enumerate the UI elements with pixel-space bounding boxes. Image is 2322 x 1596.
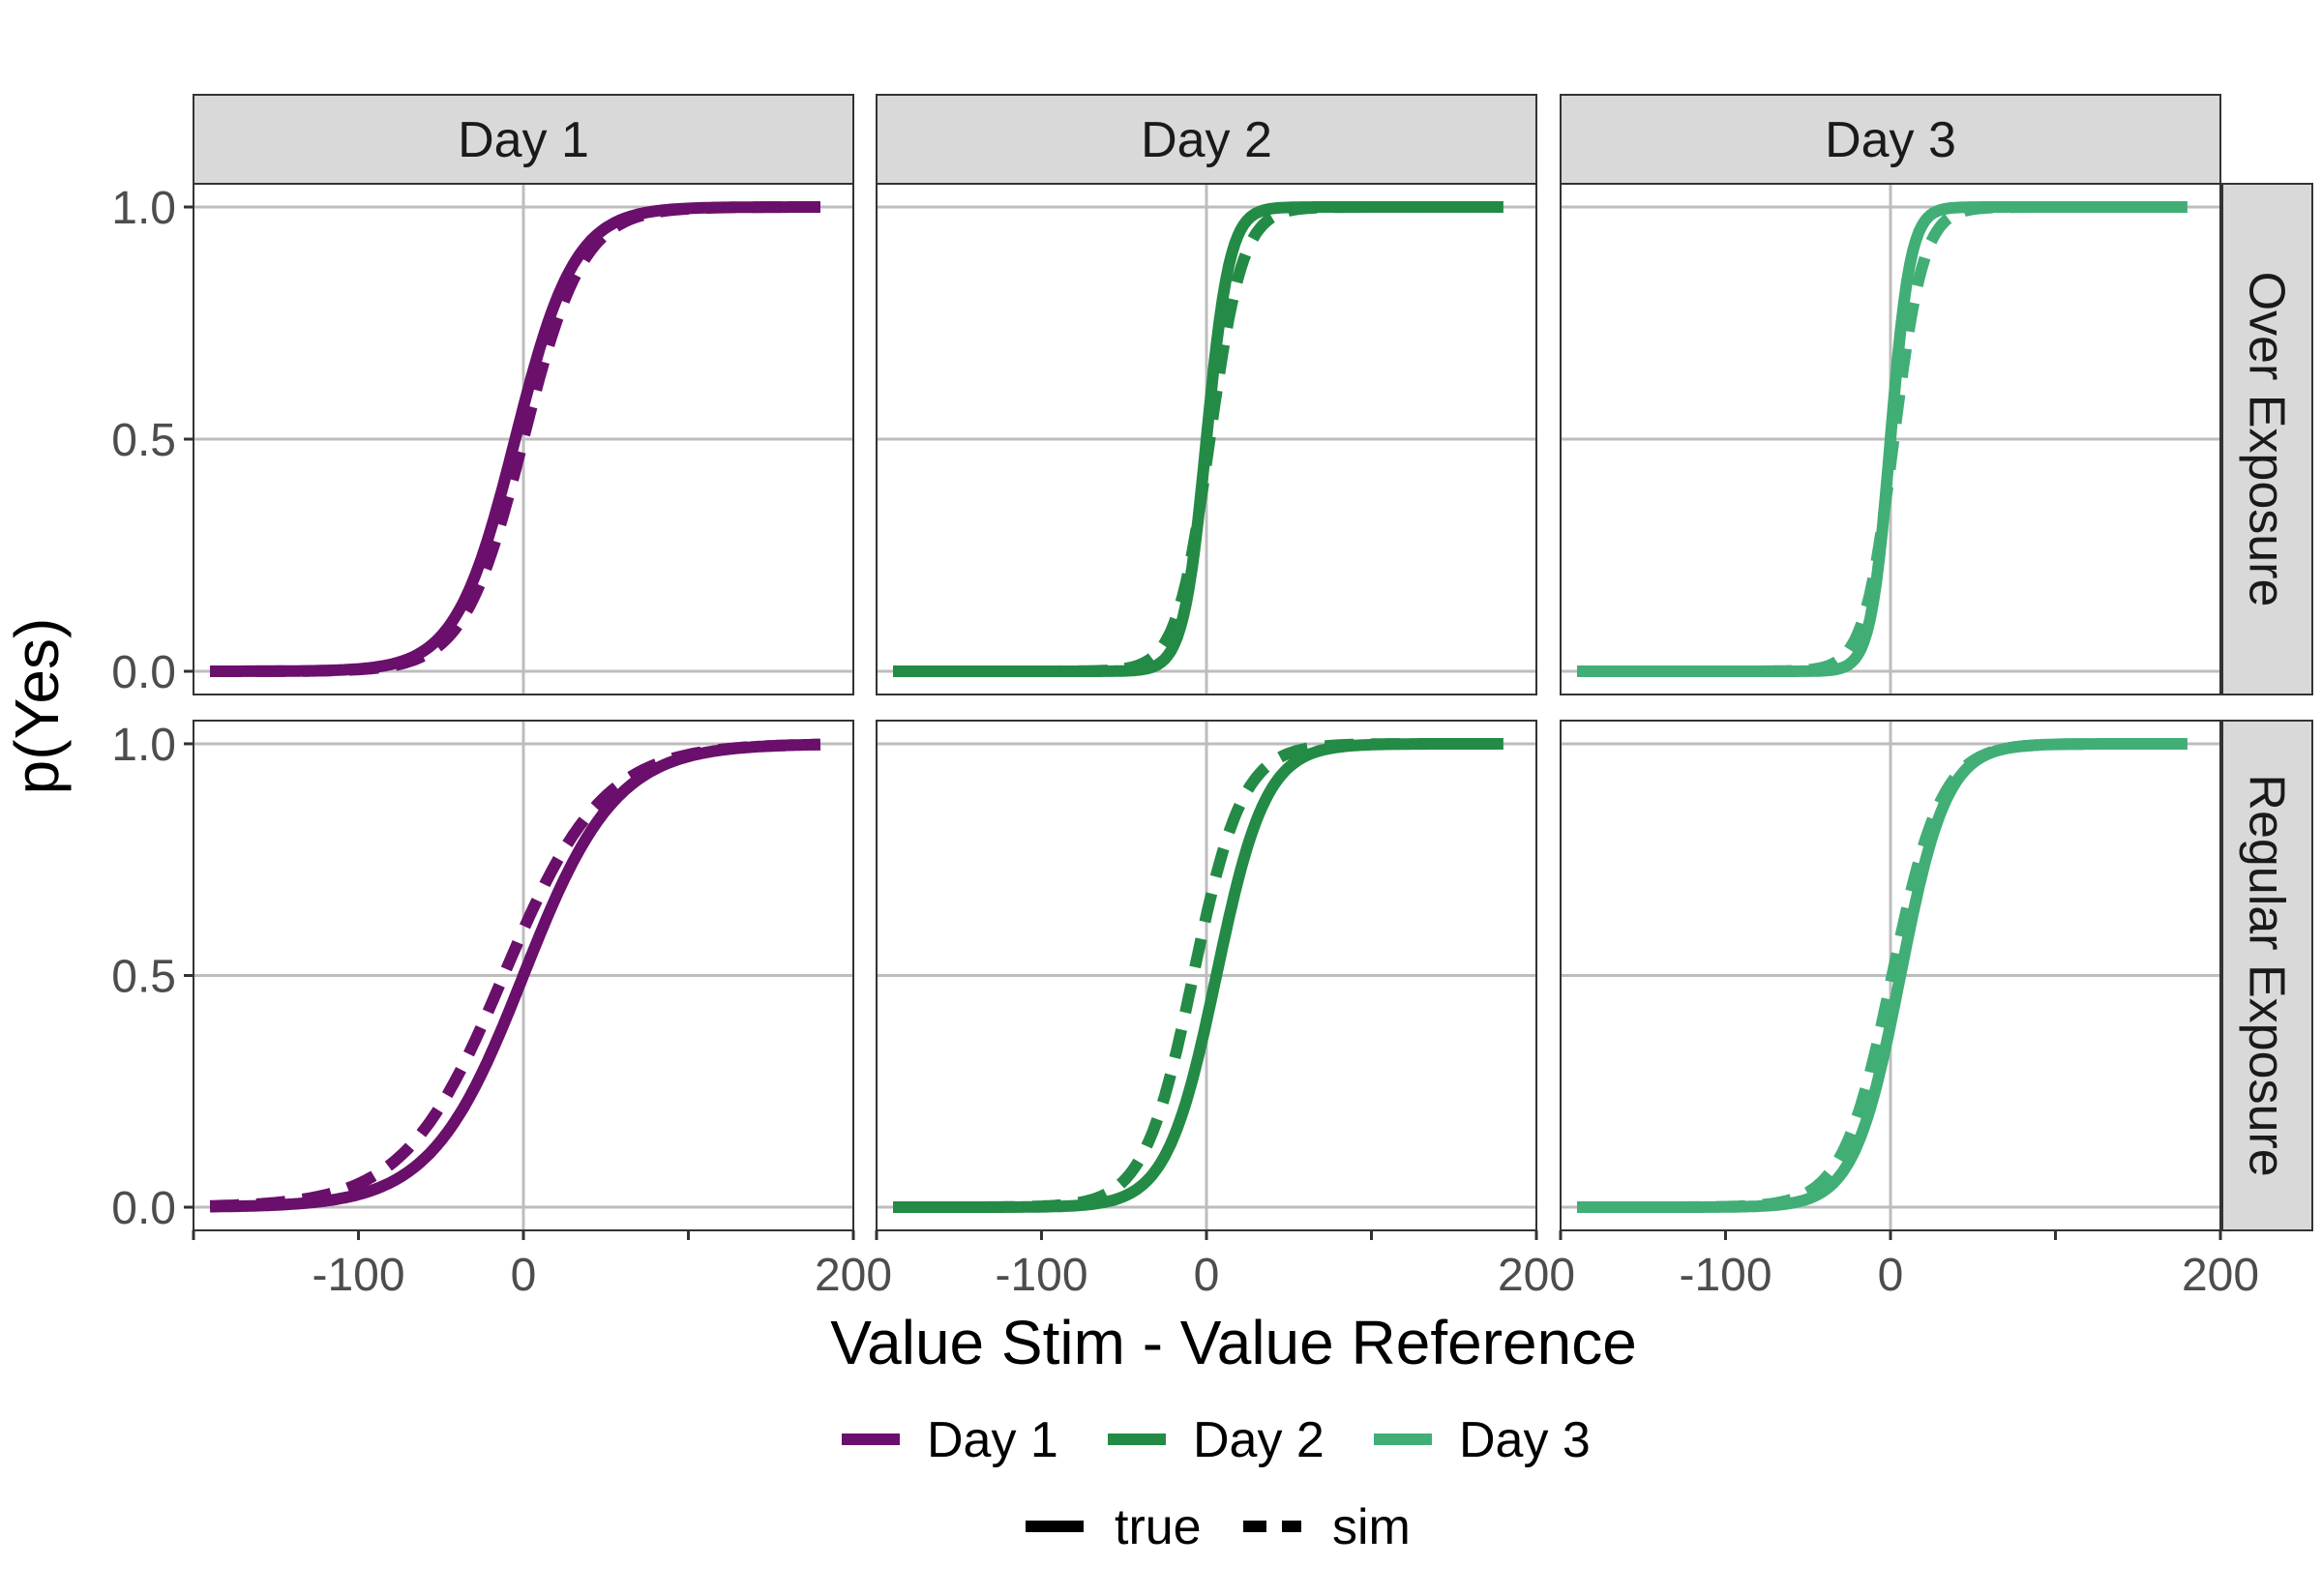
x-tick-label: 200 xyxy=(1498,1250,1575,1301)
panel xyxy=(876,720,1537,1231)
series-line-sim xyxy=(1577,738,2188,1213)
legend-entry-linetype: sim xyxy=(1243,1499,1411,1555)
column-strip-label: Day 1 xyxy=(458,112,589,168)
series-line-sim xyxy=(893,738,1503,1213)
series-line-sim xyxy=(893,201,1503,677)
series-line-sim xyxy=(210,201,820,677)
x-tick-label: 0 xyxy=(1878,1250,1904,1301)
y-tick-label: 0.0 xyxy=(111,1183,176,1234)
column-strip: Day 2 xyxy=(876,94,1537,185)
y-tick-label: 0.5 xyxy=(111,952,176,1003)
row-strip-label: Over Exposure xyxy=(2239,272,2295,607)
x-tick-label: 200 xyxy=(815,1250,892,1301)
x-tick-label: -100 xyxy=(995,1250,1087,1301)
legend-label: Day 2 xyxy=(1193,1412,1325,1468)
y-axis-title: p(Yes) xyxy=(2,618,72,795)
row-strip-background xyxy=(2221,183,2313,695)
legend-entry-color: Day 1 xyxy=(842,1412,1058,1468)
column-strip-label: Day 2 xyxy=(1141,112,1272,168)
x-tick-label: -100 xyxy=(1679,1250,1771,1301)
column-strip-label: Day 3 xyxy=(1825,112,1956,168)
column-strip-background xyxy=(876,94,1537,185)
x-axis-title: Value Stim - Value Reference xyxy=(830,1308,1637,1377)
legend-label: Day 3 xyxy=(1459,1412,1591,1468)
x-tick-label: -100 xyxy=(312,1250,404,1301)
y-tick-label: 0.0 xyxy=(111,647,176,698)
legend-label: true xyxy=(1115,1499,1202,1555)
column-strip-background xyxy=(193,94,854,185)
series-line-sim xyxy=(209,738,821,1212)
y-tick-label: 1.0 xyxy=(111,720,176,771)
x-tick-label: 0 xyxy=(1194,1250,1220,1301)
panel xyxy=(1560,183,2221,695)
row-strip-background xyxy=(2221,720,2313,1231)
legend-entry-color: Day 2 xyxy=(1108,1412,1325,1468)
legend: Day 1 Day 2 Day 3 true sim xyxy=(842,1412,1591,1555)
column-strip-background xyxy=(1560,94,2221,185)
x-tick-label: 0 xyxy=(511,1250,537,1301)
row-strip: Regular Exposure xyxy=(2221,720,2313,1231)
column-strip: Day 1 xyxy=(193,94,854,185)
panel xyxy=(876,183,1537,695)
panel-border xyxy=(876,183,1537,695)
panel xyxy=(193,720,854,1231)
row-strip-label: Regular Exposure xyxy=(2239,774,2295,1176)
panel xyxy=(193,183,854,695)
y-tick-label: 1.0 xyxy=(111,183,176,234)
legend-entry-linetype: true xyxy=(1026,1499,1202,1555)
y-tick-label: 0.5 xyxy=(111,415,176,466)
series-line-sim xyxy=(1577,201,2188,677)
legend-label: Day 1 xyxy=(927,1412,1058,1468)
legend-label: sim xyxy=(1332,1499,1411,1555)
panel xyxy=(1560,720,2221,1231)
panel-border xyxy=(1560,183,2221,695)
column-strip: Day 3 xyxy=(1560,94,2221,185)
axes: 0.0 0.5 1.0 0.0 0.5 1.0 -100 0 200 -100 0 200 -100 0 2… xyxy=(111,183,2259,1301)
x-tick-label: 200 xyxy=(2182,1250,2259,1301)
legend-entry-color: Day 3 xyxy=(1374,1412,1591,1468)
row-strip: Over Exposure xyxy=(2221,183,2313,695)
facet-panels: Day 1 Day 2 Day 3 Over Exposure Regular Expo… xyxy=(193,94,2313,1231)
